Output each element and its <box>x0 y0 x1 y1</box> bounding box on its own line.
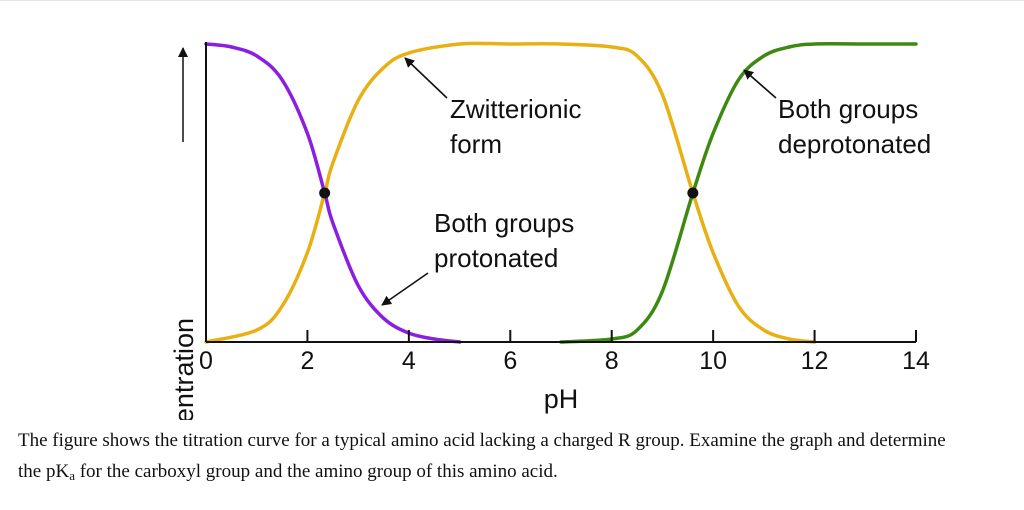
caption-pk-subscript: a <box>69 468 75 483</box>
annotation-deprotonated-line2: deprotonated <box>778 129 931 159</box>
series-line-purple <box>204 42 462 344</box>
axes-group <box>178 42 916 343</box>
x-tick-label: 12 <box>801 347 829 375</box>
curves-group <box>204 41 918 344</box>
top-divider <box>0 0 1024 1</box>
annotation-protonated-line2: protonated <box>434 243 558 273</box>
annotation-zwitterionic-line2: form <box>450 129 502 159</box>
annotations-group: Zwitterionic form Both groups deprotonat… <box>381 57 931 306</box>
x-tick-label: 0 <box>199 347 213 375</box>
pka-point <box>319 187 331 199</box>
zwitterionic-arrow <box>404 57 448 99</box>
series-line-green <box>559 42 918 344</box>
protonated-arrow <box>381 272 429 306</box>
annotation-deprotonated-line1: Both groups <box>778 94 918 124</box>
x-axis-label: pH <box>544 384 579 414</box>
pka-points-group <box>319 187 699 199</box>
titration-chart: 0 2 4 6 8 10 12 14 Zwitterionic form Both group… <box>169 41 931 420</box>
pka-point <box>687 187 699 199</box>
x-tick-label: 6 <box>503 347 517 375</box>
series-line-yellow <box>204 41 817 344</box>
caption-line-1: The figure shows the titration curve for… <box>18 430 946 451</box>
caption-line-2-rest: for the carboxyl group and the amino gro… <box>74 461 558 482</box>
caption-line-2: the pKa for the carboxyl group and the a… <box>18 456 1018 487</box>
y-axis-label: Concentration <box>169 318 199 420</box>
deprotonated-arrow <box>743 69 777 99</box>
caption-pk: the pK <box>18 461 70 482</box>
annotation-protonated-line1: Both groups <box>434 208 574 238</box>
x-ticks-group: 0 2 4 6 8 10 12 14 <box>199 330 930 375</box>
annotation-zwitterionic-line1: Zwitterionic <box>450 94 581 124</box>
x-tick-label: 4 <box>402 347 416 375</box>
x-tick-label: 8 <box>605 347 619 375</box>
caption: The figure shows the titration curve for… <box>18 425 1018 487</box>
x-tick-label: 2 <box>300 347 314 375</box>
x-tick-label: 14 <box>902 347 930 375</box>
x-tick-label: 10 <box>699 347 727 375</box>
